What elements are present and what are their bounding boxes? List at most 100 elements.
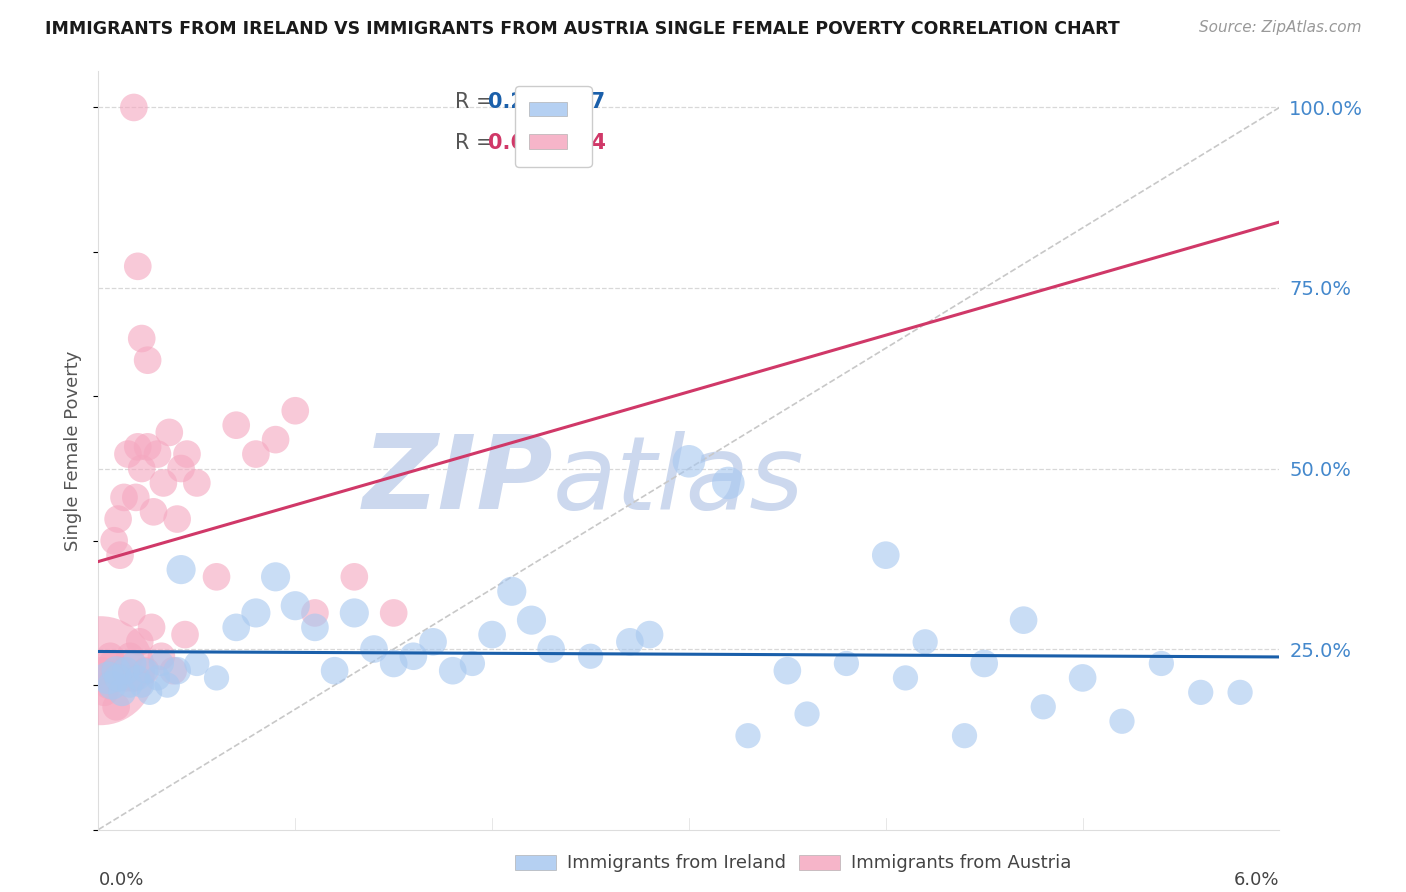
Point	[176, 447, 198, 461]
Point	[382, 657, 405, 671]
Point	[973, 657, 995, 671]
Text: R =: R =	[456, 92, 501, 112]
Point	[402, 649, 425, 664]
Text: Source: ZipAtlas.com: Source: ZipAtlas.com	[1198, 20, 1361, 35]
Point	[136, 353, 159, 368]
Text: ZIP: ZIP	[363, 430, 553, 532]
Point	[108, 548, 131, 562]
Point	[284, 599, 307, 613]
Point	[135, 664, 157, 678]
Text: N =: N =	[533, 134, 593, 153]
Point	[131, 461, 153, 475]
Text: R =: R =	[456, 134, 501, 153]
Point	[166, 664, 188, 678]
Point	[157, 425, 180, 440]
Point	[131, 332, 153, 346]
Point	[135, 664, 157, 678]
Point	[1032, 699, 1054, 714]
Point	[150, 649, 173, 664]
Text: N =: N =	[533, 92, 593, 112]
Point	[131, 678, 153, 692]
Point	[146, 671, 169, 685]
Point	[122, 657, 145, 671]
Point	[461, 657, 484, 671]
Point	[638, 627, 661, 641]
Text: Immigrants from Ireland: Immigrants from Ireland	[567, 854, 786, 871]
Point	[1071, 671, 1094, 685]
Point	[105, 664, 128, 678]
Point	[205, 671, 228, 685]
Point	[1189, 685, 1212, 699]
Text: 6.0%: 6.0%	[1234, 871, 1279, 889]
Y-axis label: Single Female Poverty: Single Female Poverty	[65, 351, 83, 550]
Text: 0.617: 0.617	[488, 134, 554, 153]
Point	[141, 620, 163, 634]
Point	[284, 403, 307, 417]
Point	[422, 635, 444, 649]
Point	[146, 447, 169, 461]
Point	[323, 664, 346, 678]
Point	[93, 685, 115, 699]
Point	[103, 533, 125, 548]
Point	[343, 606, 366, 620]
Point	[142, 505, 165, 519]
Point	[304, 606, 326, 620]
Point	[914, 635, 936, 649]
Point	[136, 440, 159, 454]
Point	[101, 657, 124, 671]
Point	[122, 671, 145, 685]
Point	[97, 678, 120, 692]
Point	[170, 563, 193, 577]
Point	[152, 475, 174, 490]
Point	[875, 548, 897, 562]
Point	[1229, 685, 1251, 699]
Point	[107, 671, 129, 685]
Text: Immigrants from Austria: Immigrants from Austria	[851, 854, 1071, 871]
Point	[91, 664, 114, 678]
Point	[520, 613, 543, 627]
Point	[162, 664, 184, 678]
Point	[619, 635, 641, 649]
Bar	[516, 855, 555, 871]
Point	[128, 635, 150, 649]
Point	[1012, 613, 1035, 627]
Point	[138, 685, 160, 699]
Point	[101, 678, 124, 692]
Point	[382, 606, 405, 620]
Point	[737, 729, 759, 743]
Point	[225, 620, 247, 634]
Point	[118, 649, 141, 664]
Text: 57: 57	[576, 92, 606, 112]
Point	[111, 664, 134, 678]
Point	[776, 664, 799, 678]
Point	[835, 657, 858, 671]
Point	[678, 454, 700, 468]
Point	[156, 678, 179, 692]
Point	[363, 642, 385, 657]
Point	[174, 627, 197, 641]
Point	[441, 664, 464, 678]
Point	[225, 418, 247, 433]
Point	[150, 657, 173, 671]
Point	[107, 512, 129, 526]
Point	[105, 699, 128, 714]
Point	[112, 491, 135, 505]
Point	[166, 512, 188, 526]
Point	[953, 729, 976, 743]
Text: atlas: atlas	[553, 431, 804, 531]
Point	[98, 649, 121, 664]
Point	[121, 606, 143, 620]
Point	[1150, 657, 1173, 671]
Legend: , : ,	[515, 86, 592, 167]
Point	[127, 260, 149, 274]
Point	[796, 706, 818, 721]
Point	[264, 570, 287, 584]
Point	[122, 100, 145, 114]
Point	[170, 461, 193, 475]
Point	[115, 671, 138, 685]
Point	[118, 678, 141, 692]
Point	[97, 671, 120, 685]
Point	[205, 570, 228, 584]
Text: 0.0%: 0.0%	[98, 871, 143, 889]
Text: 0.278: 0.278	[488, 92, 554, 112]
